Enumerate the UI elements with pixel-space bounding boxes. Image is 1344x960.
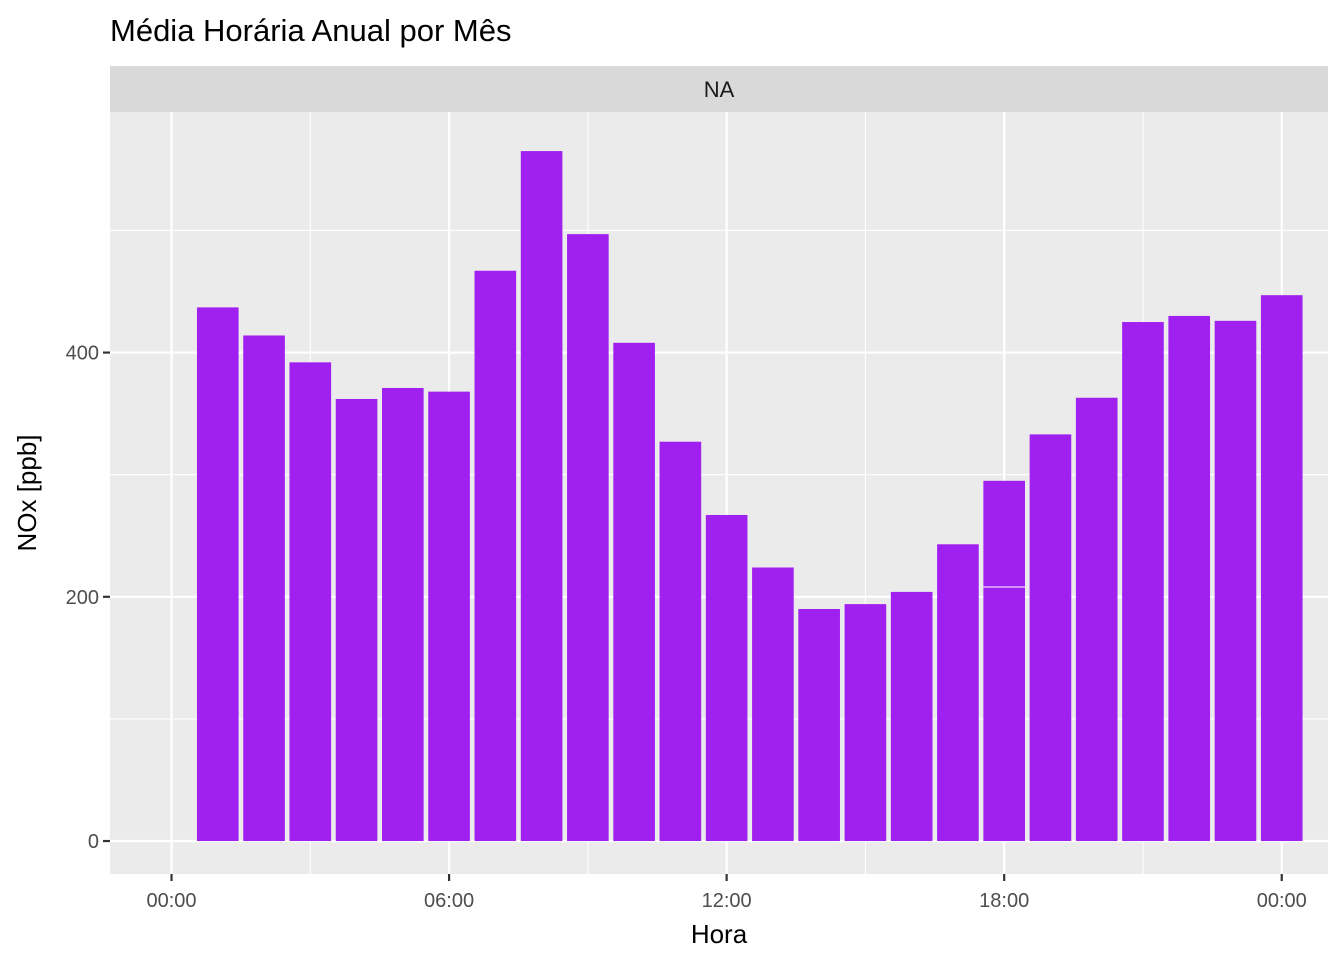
bar-hour-4 bbox=[335, 398, 378, 842]
bar-hour-9 bbox=[567, 234, 609, 842]
y-tick-label: 200 bbox=[66, 587, 99, 609]
x-tick-label: 06:00 bbox=[424, 890, 474, 912]
bar-hour-13 bbox=[752, 567, 794, 842]
bar-hour-2 bbox=[243, 335, 285, 842]
x-tick-label: 00:00 bbox=[146, 890, 196, 912]
bar-hour-8 bbox=[520, 151, 563, 842]
y-axis: 0 200 400 bbox=[66, 343, 110, 853]
bar-hour-22 bbox=[1168, 315, 1211, 842]
bar-hour-10 bbox=[613, 342, 655, 842]
x-tick-label: 12:00 bbox=[702, 890, 752, 912]
bar-hour-18 bbox=[983, 480, 1026, 842]
bar-hour-16 bbox=[890, 591, 933, 842]
bar-hour-6 bbox=[428, 391, 470, 842]
bar-hour-5 bbox=[382, 387, 424, 842]
bar-hour-11 bbox=[659, 441, 702, 842]
y-tick-label: 0 bbox=[88, 831, 99, 853]
y-tick-label: 400 bbox=[66, 343, 99, 365]
chart-title: Média Horária Anual por Mês bbox=[110, 13, 511, 48]
bar-hour-14 bbox=[798, 609, 840, 842]
bar-hour-24 bbox=[1260, 295, 1303, 842]
bar-hour-20 bbox=[1075, 397, 1118, 842]
bar-hour-3 bbox=[289, 362, 332, 842]
bars bbox=[196, 151, 1303, 842]
bar-hour-19 bbox=[1029, 434, 1072, 842]
x-tick-label: 00:00 bbox=[1257, 890, 1307, 912]
bar-hour-1 bbox=[196, 307, 239, 842]
bar-hour-15 bbox=[844, 604, 887, 842]
bar-hour-21 bbox=[1122, 322, 1164, 842]
x-axis: 00:00 06:00 12:00 18:00 00:00 bbox=[146, 874, 1307, 912]
bar-hour-12 bbox=[705, 514, 748, 842]
facet-label: NA bbox=[704, 77, 735, 102]
facet-strip bbox=[110, 66, 1328, 112]
bar-hour-17 bbox=[937, 544, 979, 842]
bar-hour-7 bbox=[474, 270, 517, 842]
x-tick-label: 18:00 bbox=[979, 890, 1029, 912]
bar-hour-23 bbox=[1214, 320, 1257, 842]
y-axis-title: NOx [ppb] bbox=[12, 434, 42, 551]
x-axis-title: Hora bbox=[691, 919, 748, 949]
